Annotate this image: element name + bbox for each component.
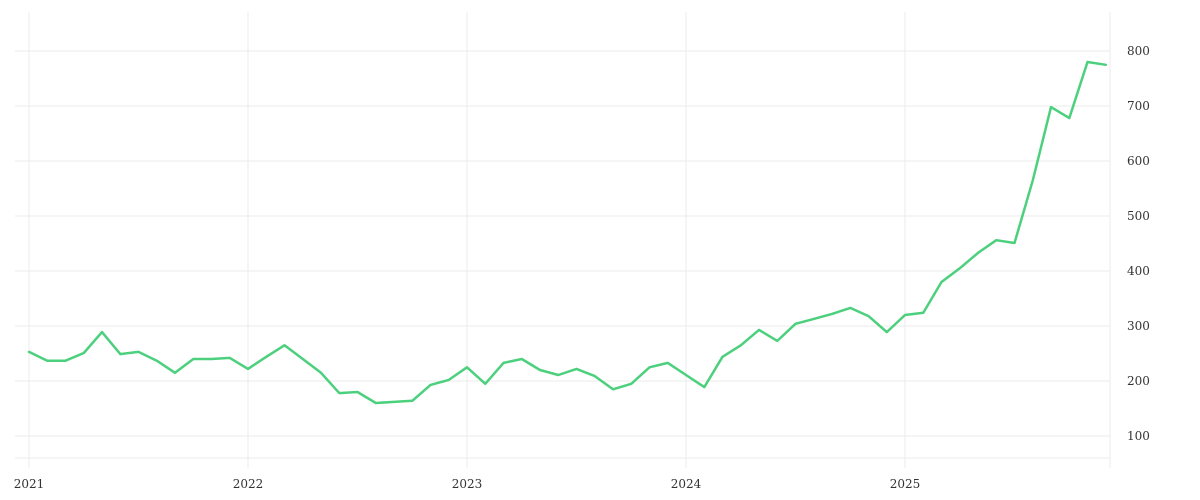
x-tick-label: 2021 (14, 477, 45, 491)
x-tick-label: 2023 (452, 477, 483, 491)
y-tick-label: 500 (1127, 209, 1150, 223)
y-tick-label: 200 (1127, 374, 1150, 388)
horizontal-gridlines (15, 50, 1110, 437)
y-tick-label: 100 (1127, 429, 1150, 443)
x-tick-label: 2025 (890, 477, 921, 491)
x-tick-label: 2024 (671, 477, 702, 491)
x-axis-labels: 2021 2022 2023 2024 2025 (14, 477, 921, 491)
y-tick-label: 800 (1127, 44, 1150, 58)
y-tick-label: 400 (1127, 264, 1150, 278)
vertical-gridlines (28, 12, 906, 468)
series-line (27, 60, 1108, 405)
x-tick-label: 2022 (233, 477, 264, 491)
y-tick-label: 600 (1127, 154, 1150, 168)
y-tick-label: 300 (1127, 319, 1150, 333)
y-tick-label: 700 (1127, 99, 1150, 113)
y-axis-labels: 100 200 300 400 500 600 700 800 (1127, 44, 1150, 443)
